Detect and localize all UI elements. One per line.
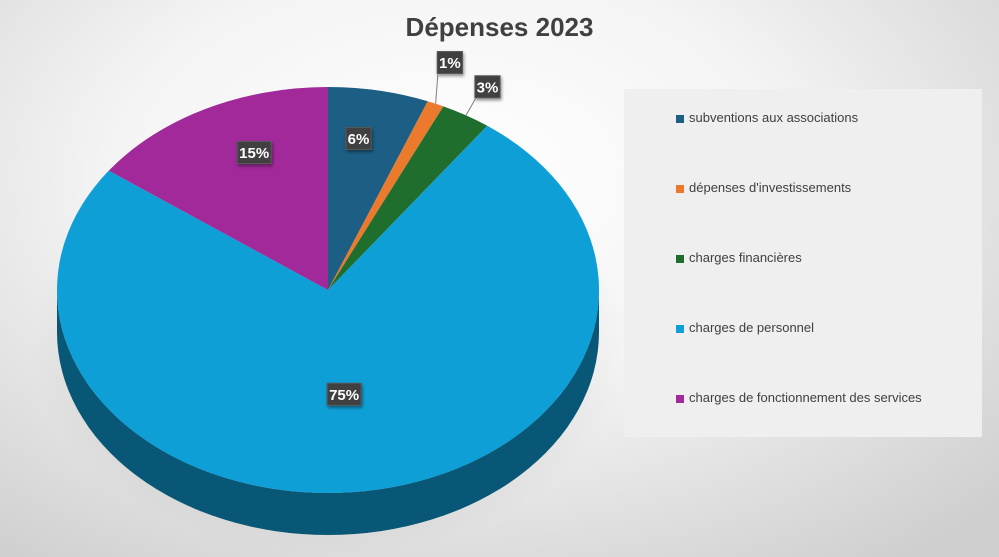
data-label: 15%: [236, 141, 272, 165]
pie-slice: [328, 106, 488, 291]
data-label-text: 6%: [348, 131, 370, 148]
data-label-text: 3%: [477, 79, 499, 96]
pie-slice: [108, 87, 328, 290]
legend-label: subventions aux associations: [689, 110, 859, 125]
data-label-box: [236, 141, 272, 165]
data-label-box: [474, 75, 501, 99]
data-label-text: 15%: [239, 145, 269, 162]
data-label-box: [436, 51, 463, 75]
data-label: 3%: [474, 75, 501, 99]
legend-item: charges financières: [624, 249, 982, 319]
legend: subventions aux associations dépenses d'i…: [624, 89, 982, 437]
chart-title: Dépenses 2023: [405, 12, 594, 42]
pie-slice: [328, 101, 444, 290]
data-label: 75%: [326, 382, 362, 406]
legend-swatch: [676, 325, 684, 333]
legend-item: charges de fonctionnement des services: [624, 389, 982, 459]
legend-item: subventions aux associations: [624, 109, 982, 179]
data-label-text: 1%: [439, 55, 461, 72]
legend-label: dépenses d'investissements: [689, 180, 852, 195]
data-label: 1%: [436, 51, 463, 75]
legend-swatch: [676, 255, 684, 263]
pie-slice-side: [57, 290, 599, 535]
legend-label: charges de fonctionnement des services: [689, 390, 922, 405]
legend-swatch: [676, 395, 684, 403]
legend-label: charges de personnel: [689, 320, 815, 335]
data-label-leader: [435, 74, 439, 104]
legend-item: charges de personnel: [624, 319, 982, 389]
legend-label: charges financières: [689, 250, 802, 265]
pie-slice: [57, 125, 600, 494]
data-label-box: [345, 126, 372, 150]
data-label: 6%: [345, 126, 372, 150]
data-label-text: 75%: [329, 387, 359, 404]
legend-item: dépenses d'investissements: [624, 179, 982, 249]
data-label-box: [326, 382, 362, 406]
data-label-leader: [465, 98, 476, 116]
legend-swatch: [676, 185, 684, 193]
legend-swatch: [676, 115, 684, 123]
